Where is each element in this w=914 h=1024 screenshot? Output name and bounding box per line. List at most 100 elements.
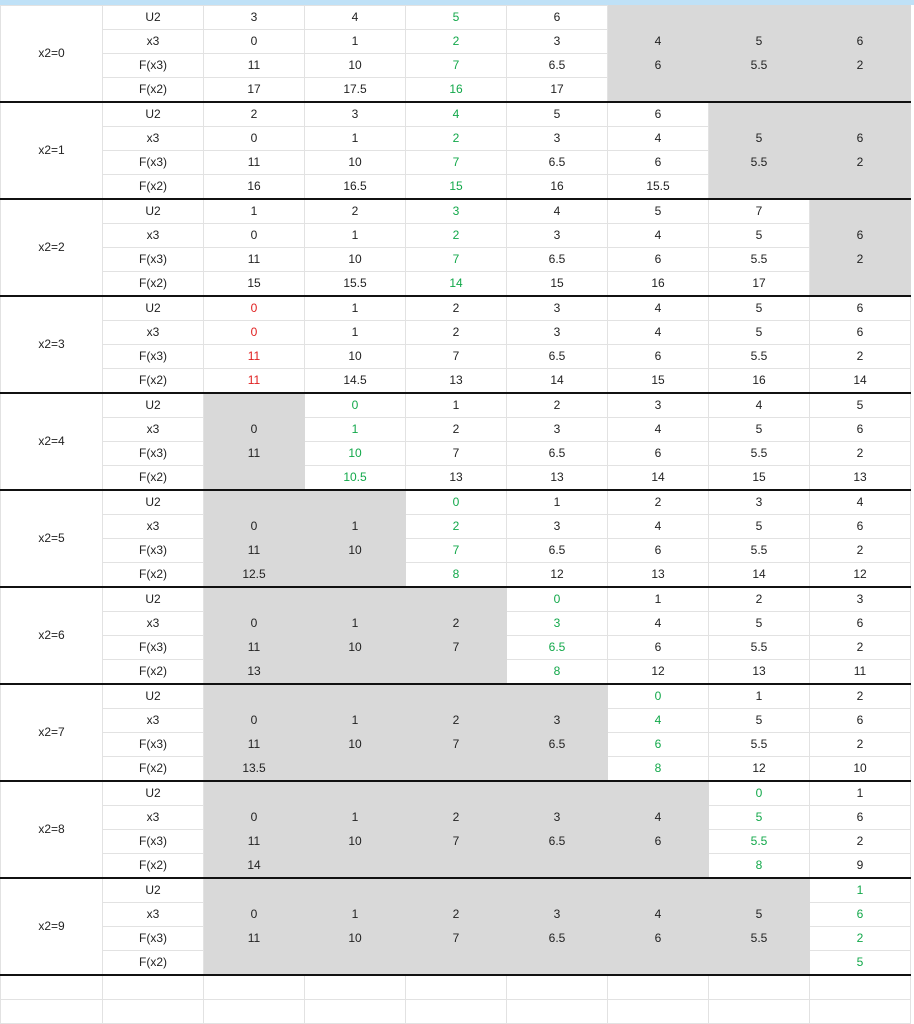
value-cell[interactable]: 6 [809,320,911,345]
value-cell[interactable]: 1 [809,780,911,806]
empty-cell[interactable] [0,974,103,1000]
shaded-cell[interactable]: 11 [203,538,305,563]
row-label-cell[interactable]: F(x2) [102,562,204,588]
value-cell[interactable]: 14 [405,271,507,297]
shaded-cell[interactable]: 11 [203,829,305,854]
value-cell[interactable]: 8 [506,659,608,685]
row-label-cell[interactable]: U2 [102,877,204,903]
empty-cell[interactable] [0,999,103,1024]
empty-cell[interactable] [304,974,406,1000]
value-cell[interactable]: 1 [304,126,406,151]
empty-cell[interactable] [102,974,204,1000]
shaded-cell[interactable] [405,756,507,782]
value-cell[interactable]: 0 [203,29,305,54]
value-cell[interactable]: 2 [708,586,810,612]
row-label-cell[interactable]: F(x2) [102,756,204,782]
value-cell[interactable]: 4 [607,320,709,345]
group-label-cell[interactable]: x2=3 [0,295,103,394]
value-cell[interactable]: 13 [607,562,709,588]
value-cell[interactable]: 3 [809,586,911,612]
group-label-cell[interactable]: x2=4 [0,392,103,491]
shaded-cell[interactable]: 5.5 [708,53,810,78]
value-cell[interactable]: 4 [506,198,608,224]
value-cell[interactable]: 5.5 [708,732,810,757]
group-label-cell[interactable]: x2=2 [0,198,103,297]
value-cell[interactable]: 8 [607,756,709,782]
value-cell[interactable]: 5 [809,950,911,976]
shaded-cell[interactable] [506,950,608,976]
shaded-cell[interactable] [809,198,911,224]
value-cell[interactable]: 15 [506,271,608,297]
value-cell[interactable]: 10 [304,344,406,369]
value-cell[interactable]: 16 [708,368,810,394]
value-cell[interactable]: 11 [203,344,305,369]
shaded-cell[interactable]: 6 [607,926,709,951]
value-cell[interactable]: 3 [506,611,608,636]
value-cell[interactable]: 5 [708,320,810,345]
shaded-cell[interactable]: 5.5 [708,926,810,951]
group-label-cell[interactable]: x2=9 [0,877,103,976]
shaded-cell[interactable]: 4 [607,29,709,54]
value-cell[interactable]: 6 [809,805,911,830]
value-cell[interactable]: 1 [203,198,305,224]
value-cell[interactable]: 11 [203,368,305,394]
value-cell[interactable]: 6 [607,247,709,272]
shaded-cell[interactable] [506,683,608,709]
shaded-cell[interactable]: 10 [304,829,406,854]
shaded-cell[interactable]: 6 [809,223,911,248]
row-label-cell[interactable]: F(x3) [102,635,204,660]
value-cell[interactable]: 1 [607,586,709,612]
row-label-cell[interactable]: U2 [102,101,204,127]
shaded-cell[interactable] [809,77,911,103]
group-label-cell[interactable]: x2=8 [0,780,103,879]
value-cell[interactable]: 6 [607,344,709,369]
value-cell[interactable]: 5.5 [708,538,810,563]
value-cell[interactable]: 2 [405,417,507,442]
shaded-cell[interactable] [405,659,507,685]
shaded-cell[interactable]: 13.5 [203,756,305,782]
row-label-cell[interactable]: F(x2) [102,659,204,685]
shaded-cell[interactable]: 2 [405,902,507,927]
shaded-cell[interactable]: 14 [203,853,305,879]
value-cell[interactable]: 6.5 [506,441,608,466]
shaded-cell[interactable] [203,586,305,612]
empty-cell[interactable] [506,999,608,1024]
value-cell[interactable]: 6.5 [506,635,608,660]
row-label-cell[interactable]: F(x2) [102,77,204,103]
value-cell[interactable]: 4 [607,708,709,733]
empty-cell[interactable] [708,974,810,1000]
value-cell[interactable]: 1 [304,223,406,248]
value-cell[interactable]: 2 [405,295,507,321]
value-cell[interactable]: 6 [607,150,709,175]
shaded-cell[interactable]: 11 [203,926,305,951]
value-cell[interactable]: 13 [405,368,507,394]
shaded-cell[interactable] [708,174,810,200]
group-label-cell[interactable]: x2=5 [0,489,103,588]
value-cell[interactable]: 14 [809,368,911,394]
shaded-cell[interactable] [708,77,810,103]
shaded-cell[interactable]: 10 [304,732,406,757]
shaded-cell[interactable]: 6 [809,126,911,151]
value-cell[interactable]: 2 [405,514,507,539]
value-cell[interactable]: 5 [708,417,810,442]
shaded-cell[interactable] [809,174,911,200]
value-cell[interactable]: 2 [304,198,406,224]
shaded-cell[interactable]: 7 [405,829,507,854]
value-cell[interactable]: 17 [203,77,305,103]
value-cell[interactable]: 11 [203,150,305,175]
value-cell[interactable]: 6.5 [506,150,608,175]
value-cell[interactable]: 5 [708,708,810,733]
shaded-cell[interactable]: 3 [506,805,608,830]
shaded-cell[interactable] [506,780,608,806]
value-cell[interactable]: 5.5 [708,247,810,272]
shaded-cell[interactable]: 11 [203,732,305,757]
value-cell[interactable]: 5 [708,805,810,830]
value-cell[interactable]: 5 [405,5,507,30]
shaded-cell[interactable]: 2 [405,708,507,733]
value-cell[interactable]: 2 [405,223,507,248]
empty-cell[interactable] [405,999,507,1024]
shaded-cell[interactable] [304,489,406,515]
value-cell[interactable]: 0 [203,126,305,151]
value-cell[interactable]: 4 [607,417,709,442]
shaded-cell[interactable]: 0 [203,805,305,830]
